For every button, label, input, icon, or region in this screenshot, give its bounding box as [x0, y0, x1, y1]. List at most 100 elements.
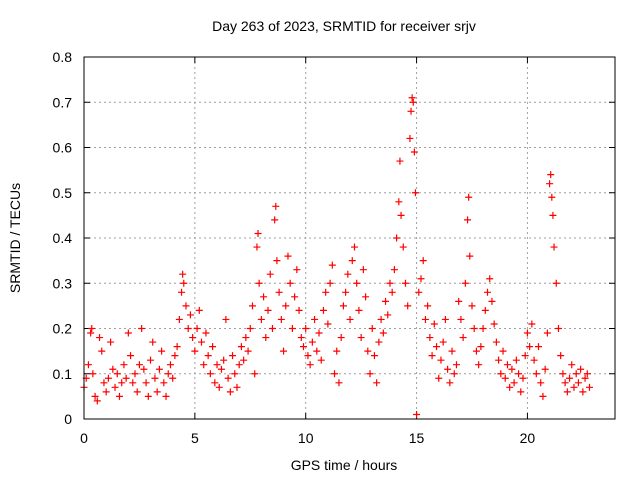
data-point — [313, 347, 321, 355]
data-point — [204, 352, 212, 360]
data-point — [260, 293, 268, 301]
data-point — [215, 383, 223, 391]
data-point — [102, 388, 110, 396]
data-point — [397, 211, 405, 219]
data-point — [455, 297, 463, 305]
y-tick-label: 0.3 — [53, 275, 73, 291]
data-point — [353, 279, 361, 287]
data-point — [362, 293, 370, 301]
data-point — [472, 347, 480, 355]
data-point — [162, 392, 170, 400]
data-point — [131, 370, 139, 378]
data-point — [129, 379, 137, 387]
data-point — [409, 98, 417, 106]
y-tick-label: 0 — [64, 411, 72, 427]
data-point — [335, 379, 343, 387]
data-point — [89, 370, 97, 378]
data-point — [559, 370, 567, 378]
data-point — [355, 306, 363, 314]
data-point — [293, 266, 301, 274]
data-point — [408, 94, 416, 102]
data-point — [452, 361, 460, 369]
data-point — [280, 347, 288, 355]
data-point — [118, 379, 126, 387]
data-point — [206, 370, 214, 378]
data-point — [566, 374, 574, 382]
data-point — [240, 356, 248, 364]
data-point — [286, 279, 294, 287]
data-point — [164, 370, 172, 378]
data-point — [264, 306, 272, 314]
data-point — [209, 343, 217, 351]
data-point — [191, 347, 199, 355]
data-point — [124, 329, 132, 337]
data-point — [180, 279, 188, 287]
data-point — [435, 374, 443, 382]
data-point — [457, 315, 465, 323]
data-point — [439, 338, 447, 346]
data-point — [319, 306, 327, 314]
data-point — [308, 338, 316, 346]
data-point — [461, 279, 469, 287]
data-point — [470, 325, 478, 332]
data-point — [135, 361, 143, 369]
data-point — [448, 347, 456, 355]
data-point — [508, 365, 516, 373]
data-point — [268, 325, 276, 332]
data-point — [464, 216, 472, 224]
data-point — [311, 315, 319, 323]
data-point — [255, 279, 263, 287]
data-point — [475, 361, 483, 369]
data-point — [413, 410, 421, 418]
tick-labels: 0 0.1 0.2 0.3 0.4 0.5 0.6 0.7 0.8 0 5 10 15 20 — [53, 49, 536, 446]
data-point — [411, 189, 419, 197]
x-tick-label: 0 — [80, 430, 88, 446]
data-point — [151, 374, 159, 382]
data-point — [506, 383, 514, 391]
data-point — [257, 315, 265, 323]
data-point — [266, 270, 274, 278]
data-point — [282, 302, 290, 310]
data-point — [189, 334, 197, 342]
data-point — [377, 315, 385, 323]
data-point — [96, 334, 104, 342]
data-point — [541, 365, 549, 373]
data-point — [535, 343, 543, 351]
data-point — [337, 334, 345, 342]
grid-lines — [84, 57, 615, 419]
data-point — [249, 302, 257, 310]
data-point — [179, 270, 187, 278]
data-point — [407, 107, 415, 115]
data-point — [186, 311, 194, 319]
data-point — [421, 315, 429, 323]
data-point — [466, 252, 474, 260]
data-point — [546, 180, 554, 188]
data-point — [144, 392, 152, 400]
data-point — [484, 288, 492, 296]
data-point — [497, 370, 505, 378]
data-point — [277, 315, 285, 323]
data-point — [399, 243, 407, 251]
data-point — [468, 302, 476, 310]
data-point — [153, 388, 161, 396]
data-point — [428, 352, 436, 360]
data-point — [140, 365, 148, 373]
data-point — [246, 325, 254, 332]
data-point — [357, 334, 365, 342]
data-point — [563, 388, 571, 396]
data-point — [235, 361, 243, 369]
x-tick-label: 20 — [520, 430, 536, 446]
data-point — [122, 374, 130, 382]
data-point — [324, 320, 332, 328]
x-tick-label: 5 — [191, 430, 199, 446]
y-tick-label: 0.1 — [53, 366, 73, 382]
data-point — [586, 383, 594, 391]
data-point — [459, 334, 467, 342]
data-point — [113, 370, 121, 378]
data-point — [537, 379, 545, 387]
data-point — [368, 325, 376, 332]
data-point — [523, 329, 531, 337]
data-point — [503, 361, 511, 369]
data-point — [350, 243, 358, 251]
data-point — [373, 379, 381, 387]
